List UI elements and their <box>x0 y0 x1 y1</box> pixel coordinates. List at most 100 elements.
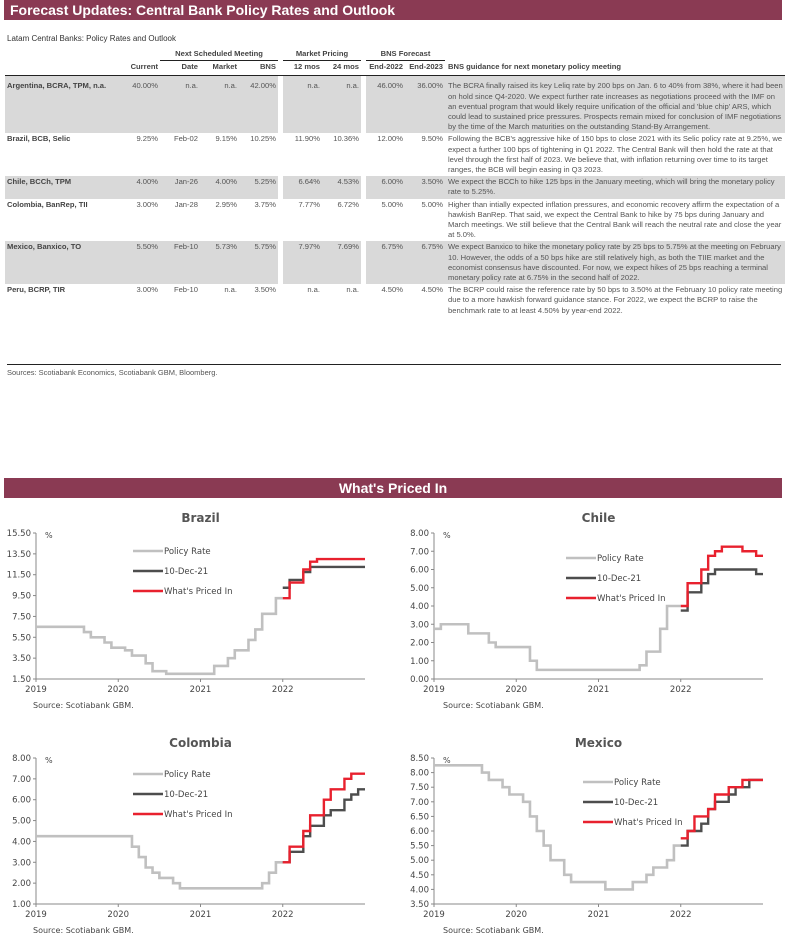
x-tick-label: 2022 <box>670 910 692 920</box>
table-row: Chile, BCCh, TPM 4.00% Jan-26 4.00% 5.25% 6.6… <box>5 176 785 199</box>
x-tick-label: 2019 <box>423 910 445 920</box>
chart-brazil: Brazil% 1.50 3.50 5.50 7.50 9.50 11.50 13.50 15.… <box>0 505 390 720</box>
table-sources: Sources: Scotiabank Economics, Scotiaban… <box>7 364 781 377</box>
cell-m24: n.a. <box>322 75 361 134</box>
y-tick-label: 3.00 <box>410 620 429 630</box>
y-tick-label: 7.50 <box>12 612 31 622</box>
chart-mexico: Mexico% 3.50 4.00 4.50 5.00 5.50 6.00 6.50 7.00 7… <box>398 730 788 945</box>
country-bank: Chile, BCCh, TPM <box>5 176 128 199</box>
series-line-whats-priced-in <box>680 778 763 840</box>
series-line-policy-rate <box>36 834 283 890</box>
legend-label: Policy Rate <box>164 770 211 780</box>
cell-date: Jan-26 <box>160 176 200 199</box>
chart-title: Brazil <box>181 511 219 525</box>
cell-e22: 6.00% <box>366 176 405 199</box>
y-tick-label: 5.50 <box>410 842 429 852</box>
y-tick-label: 2.00 <box>410 639 429 649</box>
cell-market: 9.15% <box>215 134 237 144</box>
y-tick-label: 5.00 <box>410 584 429 594</box>
cell-m24: 4.53% <box>322 176 361 199</box>
y-tick-label: 6.00 <box>410 827 429 837</box>
legend-label: 10-Dec-21 <box>597 574 641 584</box>
legend-label: What's Priced In <box>164 587 233 597</box>
series-line-whats-priced-in <box>680 545 763 608</box>
y-unit-label: % <box>443 531 451 540</box>
col-guidance: BNS guidance for next monetary policy me… <box>445 60 785 77</box>
y-tick-label: 2.00 <box>12 879 31 889</box>
x-tick-label: 2022 <box>272 910 294 920</box>
cell-market: 2.95% <box>215 199 237 209</box>
y-tick-label: 9.50 <box>12 592 31 602</box>
x-tick-label: 2019 <box>423 685 445 695</box>
x-tick-label: 2021 <box>190 685 212 695</box>
legend-label: 10-Dec-21 <box>164 567 208 577</box>
table-row: Brazil, BCB, Selic 9.25% Feb-02 9.15% 10.25%… <box>5 133 785 177</box>
cell-bns: 3.75% <box>254 199 276 209</box>
x-tick-label: 2022 <box>670 685 692 695</box>
cell-current: 9.25% <box>136 134 158 144</box>
cell-e22: 12.00% <box>377 134 403 144</box>
table-title: Latam Central Banks: Policy Rates and Ou… <box>7 34 176 43</box>
col-12mos: 12 mos <box>283 60 322 77</box>
guidance-text: The BCRP could raise the reference rate … <box>448 285 783 315</box>
cell-e22: 4.50% <box>381 285 403 295</box>
series-line-policy-rate <box>434 764 681 891</box>
x-tick-label: 2020 <box>505 685 527 695</box>
y-tick-label: 4.00 <box>410 885 429 895</box>
cell-market: 5.73% <box>200 241 239 285</box>
table-row: Mexico, Banxico, TO 5.50% Feb-10 5.73% 5.75%… <box>5 241 785 285</box>
cell-m24: n.a. <box>346 285 359 295</box>
cell-m24: 7.69% <box>322 241 361 285</box>
cell-m12: n.a. <box>307 285 320 295</box>
country-bank: Brazil, BCB, Selic <box>7 134 71 144</box>
country-bank: Colombia, BanRep, TII <box>7 199 88 209</box>
legend-label: What's Priced In <box>597 594 666 604</box>
chart-colombia: Colombia% 1.00 2.00 3.00 4.00 5.00 6.00 7.00 8.0… <box>0 730 390 945</box>
cell-m12: 11.90% <box>294 134 320 144</box>
policy-rates-table: Next Scheduled Meeting Market Pricing BN… <box>5 46 785 317</box>
cell-e22: 6.75% <box>366 241 405 285</box>
y-tick-label: 7.00 <box>12 775 31 785</box>
guidance-text: Following the BCB's aggressive hike of 1… <box>448 134 783 175</box>
y-tick-label: 11.50 <box>7 571 31 581</box>
cell-current: 5.50% <box>128 241 160 285</box>
cell-m12: 7.97% <box>283 241 322 285</box>
y-tick-label: 15.50 <box>7 529 31 539</box>
x-tick-label: 2020 <box>107 910 129 920</box>
y-unit-label: % <box>45 531 53 540</box>
y-tick-label: 6.50 <box>410 812 429 822</box>
cell-e23: 3.50% <box>405 176 445 199</box>
y-tick-label: 3.00 <box>12 858 31 868</box>
cell-m24: 10.36% <box>333 134 359 144</box>
y-tick-label: 3.50 <box>410 900 429 910</box>
cell-e23: 6.75% <box>405 241 445 285</box>
y-tick-label: 6.00 <box>410 566 429 576</box>
x-tick-label: 2022 <box>272 685 294 695</box>
x-tick-label: 2020 <box>505 910 527 920</box>
chart-source: Source: Scotiabank GBM. <box>443 926 544 935</box>
chart-title: Mexico <box>575 736 622 750</box>
y-tick-label: 5.50 <box>12 633 31 643</box>
cell-bns: 5.25% <box>239 176 278 199</box>
y-unit-label: % <box>443 756 451 765</box>
chart-source: Source: Scotiabank GBM. <box>33 926 134 935</box>
group-next-meeting: Next Scheduled Meeting <box>160 46 278 62</box>
guidance-text: Higher than intially expected inflation … <box>448 199 782 240</box>
col-market: Market <box>200 60 239 77</box>
group-market-pricing: Market Pricing <box>283 46 361 62</box>
country-bank: Peru, BCRP, TIR <box>7 285 66 295</box>
table-row: Argentina, BCRA, TPM, n.a. 40.00% n.a. n.a.… <box>5 75 785 134</box>
y-tick-label: 8.00 <box>410 529 429 539</box>
legend-label: Policy Rate <box>597 554 644 564</box>
series-line-10-dec-21 <box>282 565 365 589</box>
col-24mos: 24 mos <box>322 60 361 77</box>
cell-date: Feb-10 <box>160 241 200 285</box>
y-tick-label: 1.00 <box>12 900 31 910</box>
guidance-text: We expect the BCCh to hike 125 bps in th… <box>445 176 785 199</box>
cell-market: 4.00% <box>200 176 239 199</box>
cell-current: 3.00% <box>136 199 158 209</box>
cell-m24: 6.72% <box>337 199 359 209</box>
y-tick-label: 4.50 <box>410 871 429 881</box>
y-tick-label: 7.00 <box>410 547 429 557</box>
col-end-2022: End-2022 <box>366 60 405 77</box>
